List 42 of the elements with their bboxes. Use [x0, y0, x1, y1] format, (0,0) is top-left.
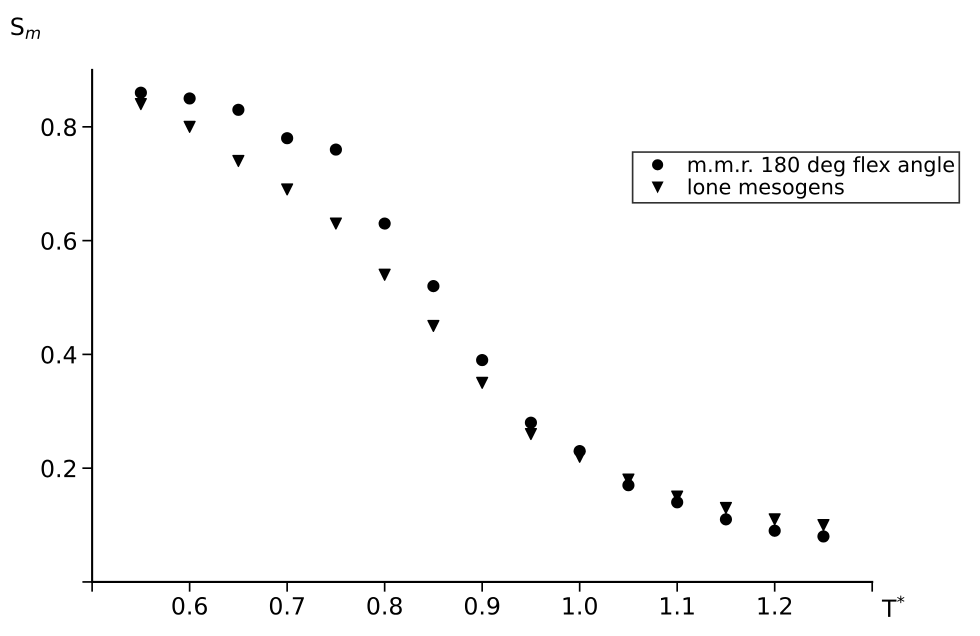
x-tick-label: 1.0	[563, 596, 597, 615]
point	[524, 428, 537, 440]
point	[720, 513, 732, 526]
point	[281, 132, 294, 144]
point	[330, 217, 342, 230]
x-tick-label: 0.8	[367, 596, 402, 615]
point	[768, 513, 781, 526]
legend-label: m.m.r. 180 deg flex angle	[688, 156, 954, 176]
legend-label: lone mesogens	[688, 178, 844, 199]
point	[232, 154, 244, 168]
x-tick-label: 0.9	[464, 596, 500, 615]
point	[817, 518, 830, 532]
point	[134, 86, 147, 99]
y-tick-label: 0.2	[42, 460, 76, 478]
point	[768, 524, 781, 537]
point	[622, 479, 634, 492]
y-tick-label: 0.4	[42, 346, 76, 364]
x-tick-label: 1.2	[758, 596, 792, 614]
y-axis-title: S$_{m}$	[11, 17, 40, 39]
point	[427, 280, 440, 292]
point	[476, 376, 488, 389]
x-tick-label: 0.7	[270, 596, 304, 615]
point	[524, 416, 537, 429]
point	[330, 144, 342, 156]
x-tick-label: 1.1	[661, 597, 694, 614]
point	[134, 98, 147, 110]
point	[427, 320, 440, 332]
x-axis-title: T$^{*}$	[882, 596, 904, 617]
point	[184, 120, 196, 133]
y-tick-label: 0.6	[42, 232, 76, 250]
point	[184, 92, 196, 104]
point	[476, 354, 488, 366]
y-tick-label: 0.8	[42, 118, 76, 136]
point	[720, 502, 732, 514]
point	[817, 530, 830, 543]
point	[281, 183, 294, 196]
point	[574, 445, 586, 458]
point	[232, 104, 244, 116]
point	[378, 217, 391, 230]
x-tick-label: 0.6	[172, 596, 207, 615]
point	[671, 496, 684, 508]
point	[378, 268, 391, 281]
